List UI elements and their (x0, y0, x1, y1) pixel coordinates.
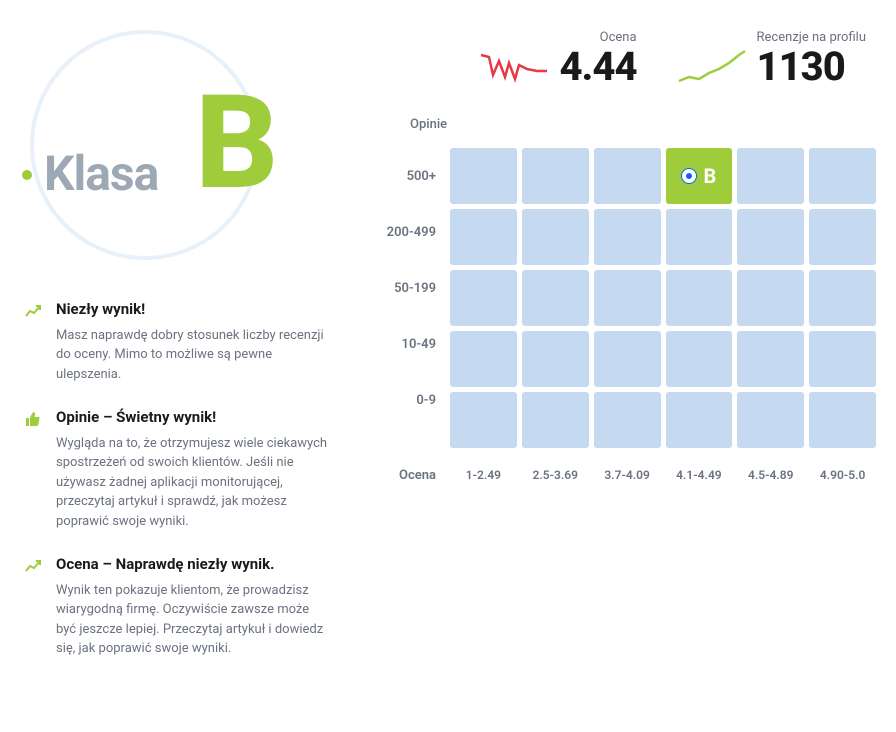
metric-score: Ocena 4.44 (479, 30, 636, 87)
metric-reviews: Recenzje na profilu 1130 (677, 30, 866, 87)
thumb-up-icon (24, 408, 42, 531)
matrix-row-label: 10-49 (370, 316, 450, 372)
matrix-cell (450, 392, 517, 448)
matrix-cell (594, 270, 661, 326)
tip-item: Opinie – Świetny wynik! Wygląda na to, że… (24, 408, 340, 531)
matrix-col-label: 4.1-4.49 (666, 468, 733, 483)
metrics-row: Ocena 4.44 Recenzje na profilu 1130 (370, 30, 876, 87)
tip-title: Ocena – Naprawdę niezły wynik. (56, 555, 330, 575)
tip-body: Wynik ten pokazuje klientom, że prowadzi… (56, 581, 330, 659)
matrix-cell (737, 392, 804, 448)
matrix-cell (737, 148, 804, 204)
matrix-cell (522, 270, 589, 326)
badge-grade-letter: B (195, 78, 272, 208)
tip-body: Masz naprawdę dobry stosunek liczby rece… (56, 326, 330, 385)
matrix-cell (450, 209, 517, 265)
matrix-col-label: 4.90-5.0 (809, 468, 876, 483)
matrix-cell (450, 270, 517, 326)
tip-item: Ocena – Naprawdę niezły wynik. Wynik ten … (24, 555, 340, 659)
matrix-row-label: 0-9 (370, 372, 450, 428)
badge-label: Klasa (44, 145, 158, 202)
matrix-cell (809, 148, 876, 204)
matrix-grid: B (450, 148, 876, 448)
tip-body: Wygląda na to, że otrzymujesz wiele ciek… (56, 434, 330, 532)
tip-title: Opinie – Świetny wynik! (56, 408, 330, 428)
tip-title: Niezły wynik! (56, 300, 330, 320)
matrix-cell (737, 331, 804, 387)
matrix-col-label: 2.5-3.69 (522, 468, 589, 483)
cell-grade-letter: B (704, 164, 717, 188)
matrix-x-labels: 1-2.49 2.5-3.69 3.7-4.09 4.1-4.49 4.5-4.89 4.… (450, 468, 876, 483)
matrix-cell (522, 392, 589, 448)
matrix-cell (809, 331, 876, 387)
tip-item: Niezły wynik! Masz naprawdę dobry stosune… (24, 300, 340, 384)
matrix-x-title: Ocena (370, 468, 450, 483)
matrix-cell (666, 209, 733, 265)
tips-list: Niezły wynik! Masz naprawdę dobry stosune… (20, 300, 340, 659)
matrix-row-label: 500+ (370, 148, 450, 204)
matrix-cell (522, 148, 589, 204)
matrix-cell (666, 270, 733, 326)
matrix-cell (809, 270, 876, 326)
sparkline-score (479, 47, 549, 87)
matrix-cell (809, 209, 876, 265)
matrix-cell (666, 331, 733, 387)
grade-badge: Klasa B (20, 30, 280, 270)
matrix-col-label: 1-2.49 (450, 468, 517, 483)
metric-reviews-value: 1130 (757, 47, 866, 87)
metric-score-value: 4.44 (559, 47, 636, 87)
matrix-cell (666, 392, 733, 448)
matrix-cell (594, 392, 661, 448)
matrix-row-label: 200-499 (370, 204, 450, 260)
matrix-row-label: 50-199 (370, 260, 450, 316)
matrix: Opinie 500+200-49950-19910-490-9 B Ocena… (370, 117, 876, 483)
matrix-cell (809, 392, 876, 448)
trend-up-icon (24, 555, 42, 659)
matrix-y-labels: 500+200-49950-19910-490-9 (370, 148, 450, 448)
trend-up-icon (24, 300, 42, 384)
matrix-cell (522, 331, 589, 387)
matrix-cell-active: B (666, 148, 733, 204)
matrix-cell (594, 148, 661, 204)
matrix-cell (450, 148, 517, 204)
matrix-cell (594, 209, 661, 265)
matrix-y-title: Opinie (370, 117, 876, 132)
matrix-cell (737, 270, 804, 326)
sparkline-reviews (677, 47, 747, 87)
matrix-col-label: 3.7-4.09 (594, 468, 661, 483)
position-marker (682, 169, 696, 183)
badge-dot (22, 170, 32, 180)
matrix-cell (522, 209, 589, 265)
matrix-cell (594, 331, 661, 387)
matrix-cell (450, 331, 517, 387)
matrix-col-label: 4.5-4.89 (737, 468, 804, 483)
matrix-cell (737, 209, 804, 265)
